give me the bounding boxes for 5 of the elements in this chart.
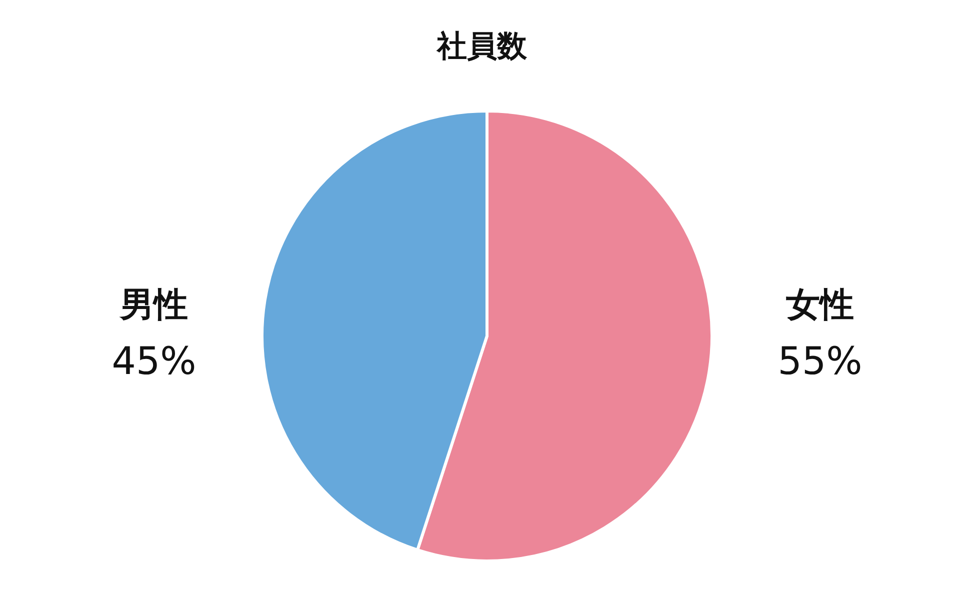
slice-label: 男性 [119,285,188,325]
data-label: 55% [778,339,862,383]
slice-label: 女性 [785,285,854,325]
chart-title: 社員数 [436,29,528,64]
data-label: 45% [112,339,196,383]
